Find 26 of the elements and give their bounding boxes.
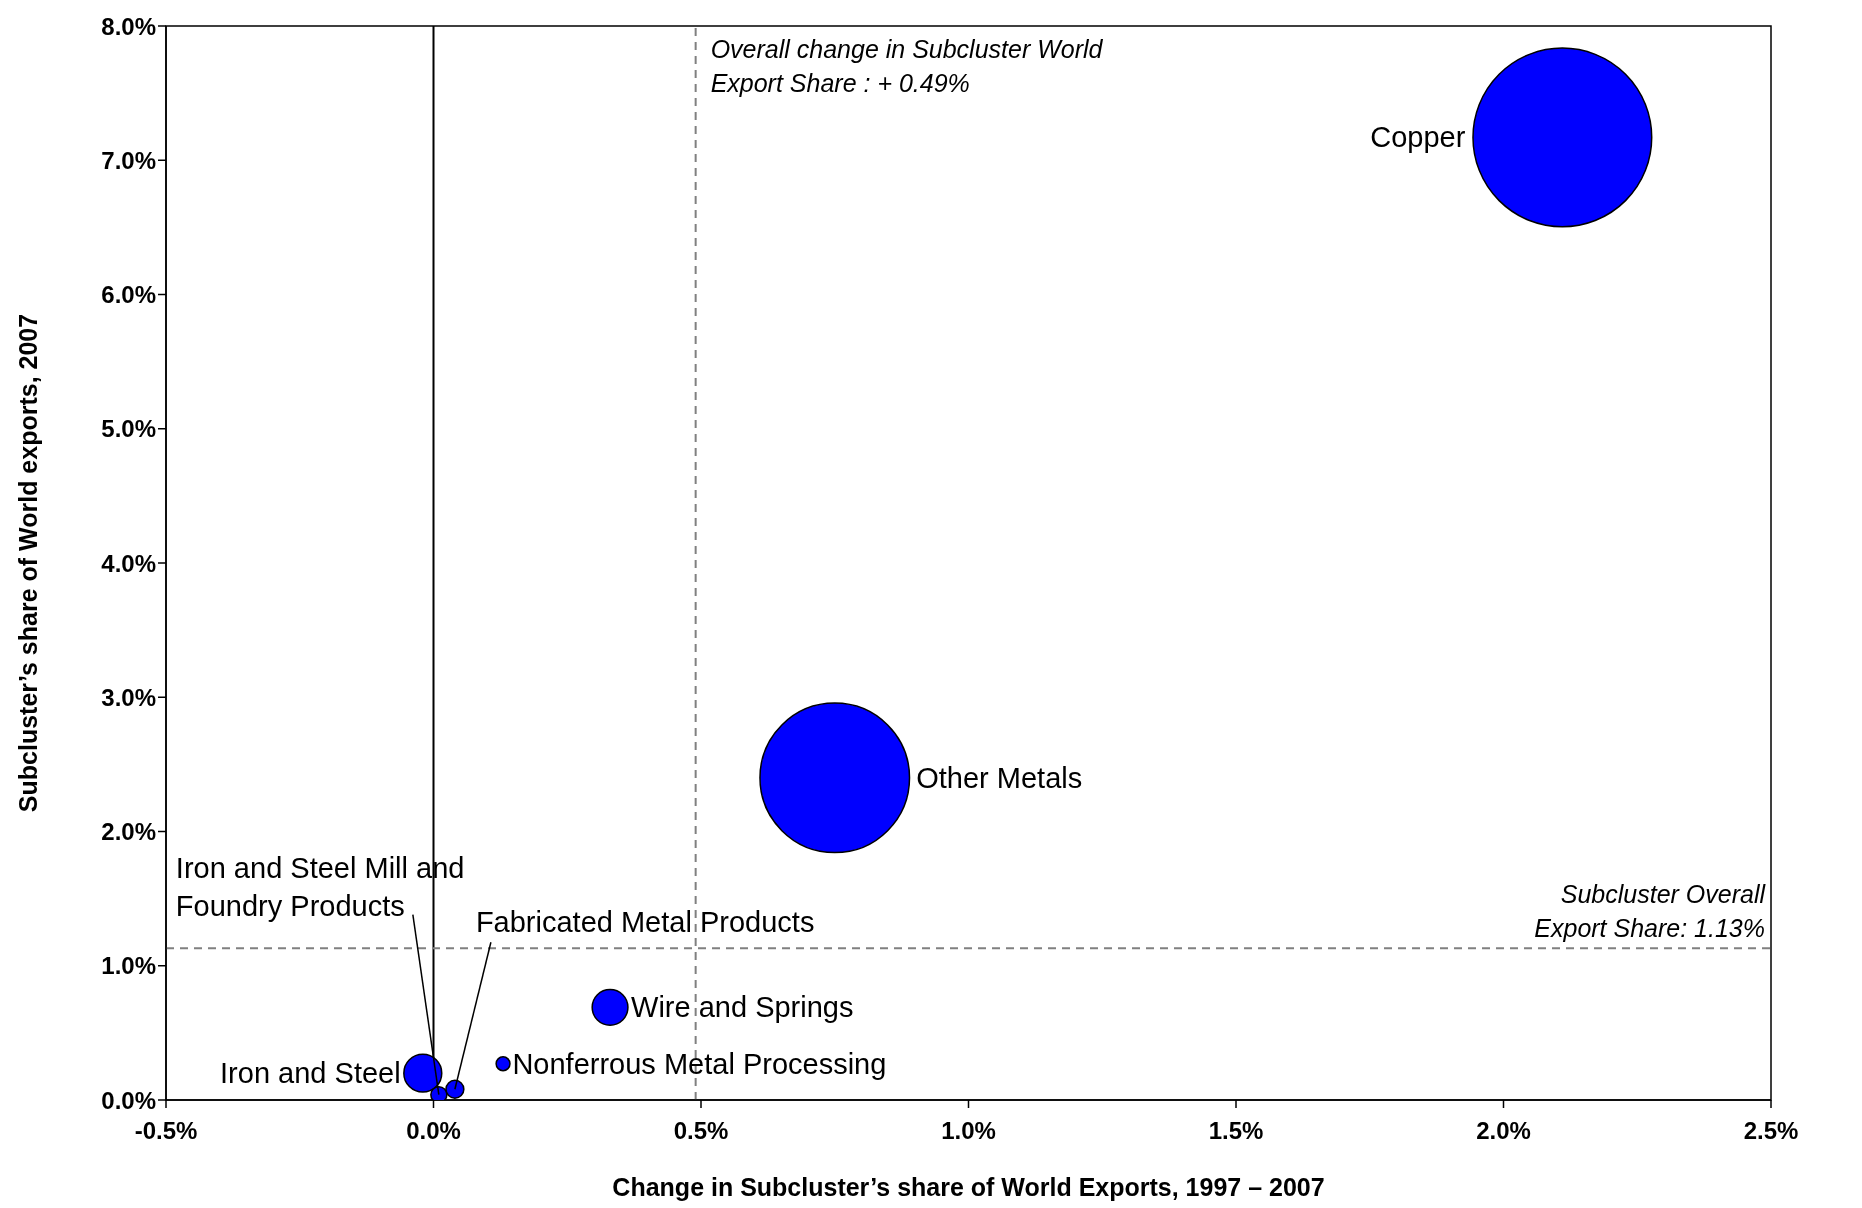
ref-line-label: Subcluster Overall Export Share: 1.13% [1534,880,1767,943]
y-tick-label: 7.0% [101,146,156,174]
y-tick-label: 5.0% [101,415,156,443]
x-tick-label: -0.5% [134,1117,198,1145]
y-axis-title: Subcluster’s share of World exports, 2007 [13,313,42,813]
annotation: Nonferrous Metal Processing [512,1047,887,1080]
x-tick-label: 2.5% [1743,1117,1799,1145]
x-tick-label: 1.5% [1208,1117,1264,1145]
x-axis-title: Change in Subcluster’s share of World Exports, 1997 – 2007 [612,1173,1325,1201]
y-tick-label: 6.0% [101,281,156,309]
ref-line-label: Overall change in Subcluster World Export Share : + 0.49% [710,35,1104,97]
y-tick-label: 8.0% [101,12,156,40]
x-tick-label: 2.0% [1476,1117,1531,1145]
y-tick-label: 1.0% [101,952,156,980]
x-tick-label: 0.0% [406,1117,461,1145]
y-tick-label: 2.0% [101,818,156,846]
y-tick-label: 0.0% [101,1086,156,1114]
y-tick-label: 4.0% [101,549,156,577]
annotation: Copper [1370,121,1466,154]
annotation: Wire and Springs [631,991,854,1024]
x-tick-label: 0.5% [673,1117,729,1145]
annotation: Other Metals [916,761,1083,794]
annotation: Iron and Steel [220,1057,401,1090]
y-tick-label: 3.0% [101,683,156,711]
x-tick-label: 1.0% [941,1117,996,1145]
annotation: Fabricated Metal Products [475,906,815,939]
